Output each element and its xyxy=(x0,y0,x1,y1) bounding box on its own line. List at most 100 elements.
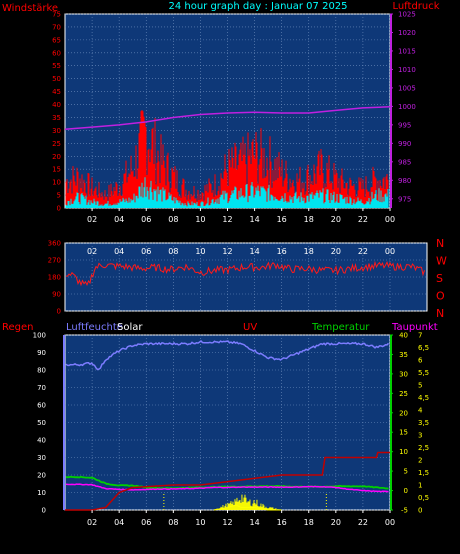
x-tick-label: 12 xyxy=(222,247,232,256)
rain-tick-label: 0,5 xyxy=(418,494,429,502)
x-tick-label: 22 xyxy=(358,247,368,256)
temperature-tick-label: 40 xyxy=(399,332,408,340)
pressure-tick-label: 1010 xyxy=(398,66,416,74)
humidity-axis-label: Luftfeuchte xyxy=(66,322,123,333)
x-tick-label: 04 xyxy=(114,215,124,224)
x-tick-label: 08 xyxy=(168,518,178,527)
x-tick-label: 20 xyxy=(331,247,341,256)
wind-tick-label: 5 xyxy=(57,192,61,200)
x-tick-label: 22 xyxy=(358,215,368,224)
humidity-tick-label: 100 xyxy=(33,332,46,340)
x-tick-label: 14 xyxy=(249,247,259,256)
wind-tick-label: 55 xyxy=(52,62,61,70)
temperature-tick-label: 30 xyxy=(399,370,408,378)
compass-label: W xyxy=(436,255,447,268)
rain-axis-label: Regen xyxy=(2,322,34,333)
climate-data xyxy=(65,340,390,511)
x-tick-label: 18 xyxy=(304,518,314,527)
dewpoint-line xyxy=(65,483,389,493)
rain-tick-label: 3 xyxy=(418,432,422,440)
x-tick-label: 06 xyxy=(141,215,151,224)
humidity-tick-label: 50 xyxy=(37,419,46,427)
humidity-tick-label: 20 xyxy=(37,472,46,480)
pressure-tick-label: 1025 xyxy=(398,11,416,19)
humidity-tick-label: 70 xyxy=(37,384,46,392)
compass-label: N xyxy=(436,307,444,320)
uv-line xyxy=(213,504,282,511)
pressure-tick-label: 990 xyxy=(398,140,411,148)
x-tick-label: 00 xyxy=(385,247,395,256)
rain-tick-label: 1,5 xyxy=(418,469,429,477)
chart-title: 24 hour graph day : Januar 07 2025 xyxy=(168,1,347,12)
x-tick-label: 10 xyxy=(195,215,205,224)
temperature-axis-label: Temperatur xyxy=(311,322,370,333)
temperature-tick-label: 35 xyxy=(399,351,408,359)
temperature-tick-label: 20 xyxy=(399,409,408,417)
rain-tick-label: 0 xyxy=(418,507,422,515)
temperature-tick-label: 5 xyxy=(404,468,408,476)
x-tick-label: 08 xyxy=(168,215,178,224)
rain-tick-label: 7 xyxy=(418,332,422,340)
wind-tick-label: 50 xyxy=(52,75,61,83)
pressure-line xyxy=(64,106,391,131)
wind-tick-label: 35 xyxy=(52,114,61,122)
pressure-axis-label: Luftdruck xyxy=(392,1,439,12)
rain-tick-label: 2,5 xyxy=(418,444,429,452)
rain-line xyxy=(65,451,390,511)
x-tick-label: 20 xyxy=(331,518,341,527)
direction-tick-label: 90 xyxy=(52,291,61,299)
wind-tick-label: 15 xyxy=(52,166,61,174)
x-tick-label: 20 xyxy=(331,215,341,224)
rain-tick-label: 6,5 xyxy=(418,344,429,352)
x-tick-label: 22 xyxy=(358,518,368,527)
wind-data xyxy=(64,106,391,208)
wind-tick-label: 10 xyxy=(52,179,61,187)
direction-tick-label: 180 xyxy=(48,274,61,282)
temperature-tick-label: 25 xyxy=(399,390,408,398)
temperature-tick-label: 15 xyxy=(399,429,408,437)
climate-grid xyxy=(65,334,391,511)
pressure-tick-label: 985 xyxy=(398,158,411,166)
rain-tick-label: 5 xyxy=(418,382,422,390)
pressure-tick-label: 1015 xyxy=(398,47,416,55)
direction-data xyxy=(65,260,425,287)
x-tick-label: 04 xyxy=(114,518,124,527)
rain-tick-label: 5,5 xyxy=(418,369,429,377)
pressure-tick-label: 1005 xyxy=(398,84,416,92)
humidity-tick-label: 30 xyxy=(37,454,46,462)
climate-axes: 0102030405060708090100-50510152025303540… xyxy=(33,332,430,528)
humidity-line xyxy=(65,340,390,371)
temperature-tick-label: -5 xyxy=(401,507,408,515)
x-tick-label: 02 xyxy=(87,518,97,527)
direction-grid xyxy=(65,242,427,312)
x-tick-label: 18 xyxy=(304,215,314,224)
humidity-tick-label: 90 xyxy=(37,349,46,357)
x-tick-label: 14 xyxy=(249,518,259,527)
pressure-tick-label: 980 xyxy=(398,177,411,185)
humidity-tick-label: 40 xyxy=(37,437,46,445)
humidity-tick-label: 60 xyxy=(37,402,46,410)
wind-axis-label: Windstärke xyxy=(2,3,58,14)
wind-axes: 0510152025303540455055606570759759809859… xyxy=(52,11,416,225)
solar-axis-label: Solar xyxy=(117,322,143,333)
wind-tick-label: 60 xyxy=(52,49,61,57)
dewpoint-axis-label: Taupunkt xyxy=(391,322,438,333)
temperature-tick-label: 10 xyxy=(399,448,408,456)
x-tick-label: 16 xyxy=(277,247,287,256)
x-tick-label: 12 xyxy=(222,215,232,224)
wind-tick-label: 45 xyxy=(52,88,61,96)
rain-tick-label: 3,5 xyxy=(418,419,429,427)
x-tick-label: 18 xyxy=(304,247,314,256)
compass-label: O xyxy=(436,290,445,303)
wind-tick-label: 70 xyxy=(52,23,61,31)
humidity-tick-label: 80 xyxy=(37,367,46,375)
temperature-tick-label: 0 xyxy=(404,487,408,495)
x-tick-label: 16 xyxy=(277,215,287,224)
direction-tick-label: 360 xyxy=(48,240,61,248)
wind-tick-label: 30 xyxy=(52,127,61,135)
wind-tick-label: 0 xyxy=(57,205,61,213)
humidity-tick-label: 10 xyxy=(37,489,46,497)
pressure-tick-label: 995 xyxy=(398,121,411,129)
